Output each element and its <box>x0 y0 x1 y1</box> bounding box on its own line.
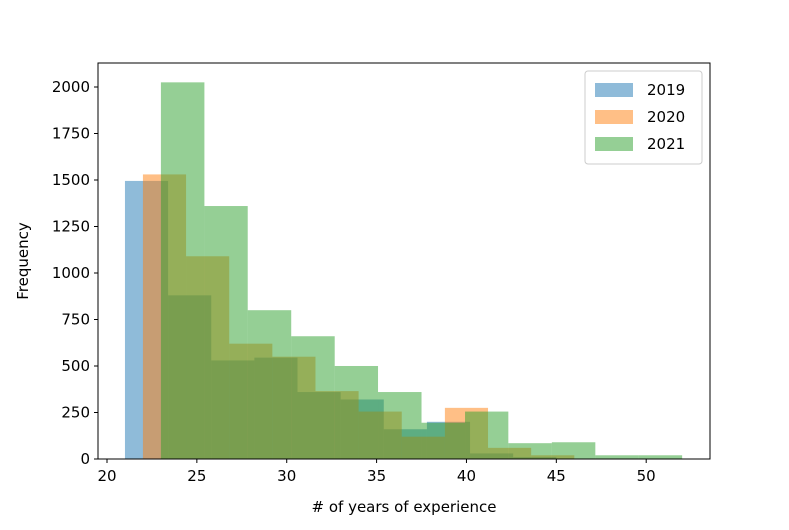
x-tick-label: 30 <box>277 467 296 485</box>
x-tick-label: 45 <box>547 467 566 485</box>
x-tick-label: 35 <box>367 467 386 485</box>
legend-swatch <box>595 110 633 124</box>
bar <box>247 310 292 459</box>
y-tick-label: 250 <box>61 403 90 421</box>
x-tick-label: 40 <box>457 467 476 485</box>
bar <box>465 411 509 459</box>
bar <box>595 455 639 459</box>
legend-label: 2021 <box>647 135 685 153</box>
y-tick-label: 750 <box>61 310 90 328</box>
y-tick-label: 1250 <box>52 217 90 235</box>
bar <box>378 392 422 459</box>
y-tick-label: 500 <box>61 357 90 375</box>
x-tick-label: 25 <box>187 467 206 485</box>
y-tick-label: 2000 <box>52 78 90 96</box>
legend-label: 2019 <box>647 81 685 99</box>
bar <box>508 443 552 459</box>
bar <box>160 82 205 459</box>
bar <box>291 336 335 459</box>
legend-swatch <box>595 137 633 151</box>
y-tick-label: 1750 <box>52 124 90 142</box>
bar <box>421 422 466 459</box>
y-tick-label: 0 <box>80 450 90 468</box>
bar <box>638 455 683 459</box>
x-tick-label: 20 <box>97 467 116 485</box>
bar <box>204 206 248 459</box>
bar <box>551 442 596 459</box>
y-axis-label: Frequency <box>14 222 32 300</box>
y-tick-label: 1000 <box>52 264 90 282</box>
bar <box>334 365 379 459</box>
legend-label: 2020 <box>647 108 685 126</box>
x-axis-label: # of years of experience <box>312 498 497 516</box>
y-tick-label: 1500 <box>52 171 90 189</box>
plot-frame <box>97 62 711 460</box>
x-tick-label: 50 <box>637 467 656 485</box>
legend-swatch <box>595 83 633 97</box>
